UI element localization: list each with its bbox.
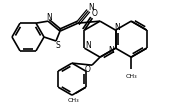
Text: N: N xyxy=(88,3,94,12)
Text: N: N xyxy=(86,41,91,50)
Text: CH₃: CH₃ xyxy=(68,98,80,103)
Text: S: S xyxy=(56,41,60,49)
Text: N: N xyxy=(115,23,120,32)
Text: CH₃: CH₃ xyxy=(125,74,137,79)
Text: N: N xyxy=(109,46,114,55)
Text: N: N xyxy=(46,13,52,22)
Text: O: O xyxy=(85,65,91,74)
Text: O: O xyxy=(92,9,97,18)
